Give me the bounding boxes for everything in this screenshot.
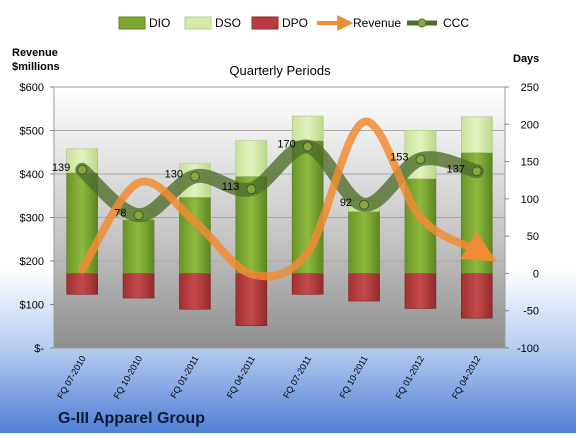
ccc-point [359,199,370,210]
left-tick-label: $200 [20,256,44,268]
category-label: FQ 01-2012 [393,354,426,401]
ccc-point [133,210,144,221]
left-axis-title-line2: $millions [12,61,60,73]
legend-swatch-dio [118,16,146,30]
legend-label-dso: DSO [215,16,241,30]
right-axis-title: Days [513,53,539,65]
legend-label-revenue: Revenue [353,16,401,30]
bar-dpo [291,273,324,295]
category-label: FQ 07-2010 [55,354,88,401]
legend-label-dio: DIO [149,16,170,30]
left-tick-label: $- [34,343,44,355]
right-tick-label: 100 [521,194,539,206]
left-tick-label: $600 [20,82,44,94]
right-tick-label: 0 [533,268,539,280]
left-tick-label: $100 [20,300,44,312]
ccc-point [77,164,88,175]
bar-dpo [235,273,268,326]
bar-dso [235,140,268,177]
bar-dpo [122,273,155,299]
ccc-point [415,154,426,165]
left-tick-label: $300 [20,213,44,225]
category-label: FQ 04-2012 [450,354,483,401]
ccc-data-label: 92 [340,197,352,209]
legend-label-ccc: CCC [443,16,469,30]
legend-swatch-dso [184,16,212,30]
right-tick-label: -100 [517,343,539,355]
legend-label-dpo: DPO [282,16,308,30]
ccc-data-label: 78 [114,207,126,219]
category-label: FQ 10-2010 [112,354,145,401]
right-tick-label: -50 [523,306,539,318]
category-label: FQ 01-2011 [168,354,200,400]
lines: 139 78 130 113 170 92 153 137 [52,117,497,281]
bar-dpo [179,273,211,310]
ccc-point [246,184,257,195]
bar-dpo [348,273,380,302]
company-name: G-III Apparel Group [58,410,205,427]
category-label: FQ 07-2011 [281,354,313,400]
category-label: FQ 10-2011 [337,354,369,400]
left-tick-label: $400 [20,169,44,181]
chart-title: Quarterly Periods [229,63,331,78]
legend-swatch-ccc-marker [417,18,427,28]
legend: DIO DSO DPO Revenue CCC [118,15,469,31]
bar-dso [291,115,324,141]
bar-dso [461,116,493,153]
ccc-line [75,139,484,223]
revenue-line [78,117,497,281]
ccc-data-label: 130 [165,168,183,180]
right-tick-label: 250 [521,82,539,94]
bar-dio [122,219,155,274]
left-axis-title-line1: Revenue [12,47,58,59]
bar-dpo [66,273,98,295]
ccc-point [189,171,200,182]
right-tick-label: 50 [527,231,539,243]
legend-swatch-dpo [251,16,279,30]
right-tick-label: 150 [521,157,539,169]
bar-dio [348,211,380,274]
bar-dpo [404,273,437,309]
ccc-data-label: 137 [446,163,464,175]
ccc-data-label: 139 [52,162,70,174]
right-tick-label: 200 [521,119,539,131]
ccc-data-label: 170 [277,139,295,151]
bar-dpo [461,273,493,319]
category-label: FQ 04-2011 [225,354,257,400]
ccc-data-label: 113 [222,181,240,193]
ccc-data-label: 153 [390,151,408,163]
ccc-point [471,166,482,177]
ccc-point [302,141,313,152]
left-tick-label: $500 [20,126,44,138]
